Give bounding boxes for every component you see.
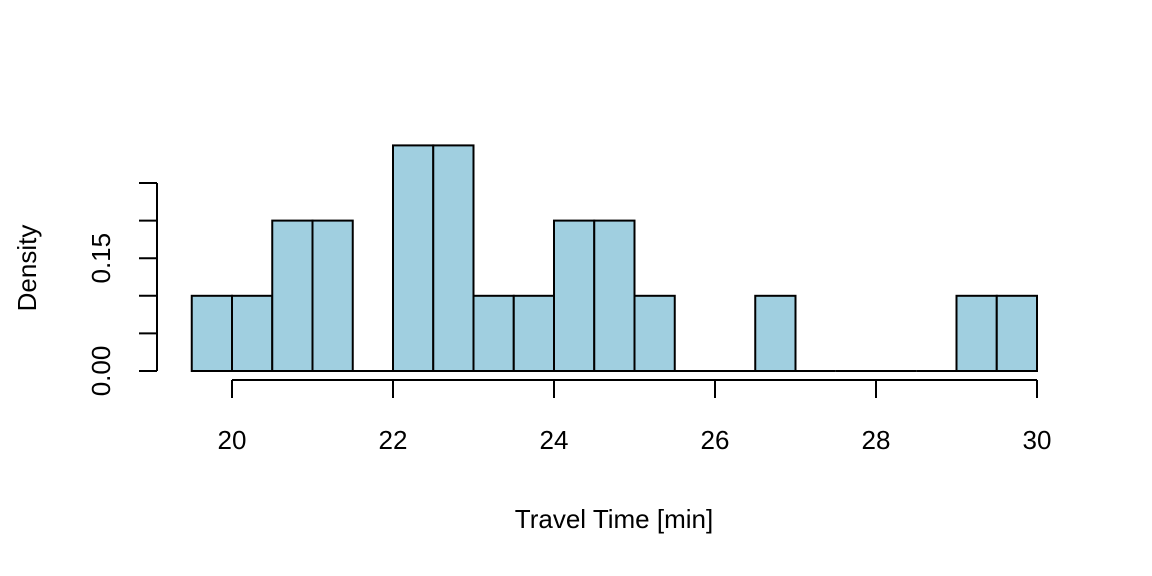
x-tick-label: 20 [218,425,247,455]
histogram-bar [754,294,797,372]
x-tick-label: 22 [379,425,408,455]
x-tick-label: 30 [1023,425,1052,455]
y-tick-label: 0.15 [86,233,116,284]
y-axis-title: Density [12,225,42,312]
x-tick-label: 28 [862,425,891,455]
histogram-bar [553,219,596,372]
histogram-bar [432,144,475,372]
y-tick-label: 0.00 [86,346,116,397]
histogram-bar [190,294,233,372]
x-axis: 20 22 24 26 28 30 [218,379,1052,455]
histogram-bar [593,219,636,372]
histogram-bar [512,294,555,372]
x-tick-label: 24 [540,425,569,455]
x-tick-label: 26 [701,425,730,455]
histogram-bar [392,144,435,372]
x-axis-title: Travel Time [min] [515,504,713,534]
histogram-bar [995,294,1038,372]
histogram-bar [271,219,314,372]
histogram-bar [311,219,354,372]
histogram-bars [190,144,1038,372]
histogram-bar [472,294,515,372]
histogram-bar [231,294,274,372]
y-axis: 0.00 0.15 [86,182,158,397]
histogram-bar [955,294,998,372]
histogram-bar [633,294,676,372]
